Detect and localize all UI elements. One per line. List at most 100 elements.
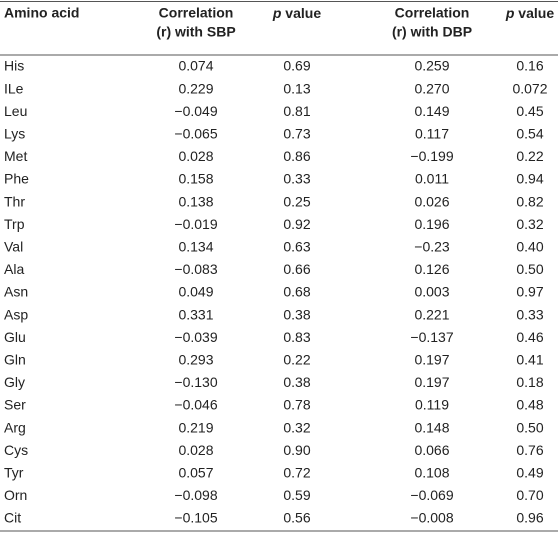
cell: 0.54 xyxy=(516,126,543,142)
cell: 0.90 xyxy=(283,442,310,458)
cell: 0.41 xyxy=(516,352,543,368)
cell: −0.098 xyxy=(174,487,217,503)
cell: 0.134 xyxy=(178,239,213,255)
cell: 0.76 xyxy=(516,442,543,458)
cell: 0.197 xyxy=(414,374,449,390)
cell: 0.78 xyxy=(283,397,310,413)
cell: 0.331 xyxy=(178,306,213,322)
row-label: Asp xyxy=(4,306,28,322)
header-cell: Correlation xyxy=(159,5,234,21)
row-label: Ser xyxy=(4,397,26,413)
row-label: Leu xyxy=(4,103,27,119)
header-cell: p value xyxy=(505,5,554,21)
cell: 0.68 xyxy=(283,284,310,300)
row-label: Cit xyxy=(4,510,21,526)
cell: 0.92 xyxy=(283,216,310,232)
row-label: Orn xyxy=(4,487,27,503)
header-part: value xyxy=(281,5,321,21)
row-label: Glu xyxy=(4,329,26,345)
cell: −0.083 xyxy=(174,261,217,277)
cell: 0.057 xyxy=(178,465,213,481)
cell: 0.270 xyxy=(414,80,449,96)
cell: 0.70 xyxy=(516,487,543,503)
row-label: Met xyxy=(4,148,27,164)
cell: 0.259 xyxy=(414,58,449,74)
cell: −0.039 xyxy=(174,329,217,345)
cell: −0.008 xyxy=(410,510,453,526)
cell: −0.065 xyxy=(174,126,217,142)
cell: 0.197 xyxy=(414,352,449,368)
cell: 0.293 xyxy=(178,352,213,368)
row-label: Phe xyxy=(4,171,29,187)
header-part: value xyxy=(514,5,554,21)
row-label: Arg xyxy=(4,419,26,435)
header-part: p xyxy=(272,5,282,21)
cell: 0.45 xyxy=(516,103,543,119)
cell: 0.49 xyxy=(516,465,543,481)
cell: 0.96 xyxy=(516,510,543,526)
header-cell: p value xyxy=(272,5,321,21)
cell: 0.69 xyxy=(283,58,310,74)
cell: 0.38 xyxy=(283,306,310,322)
row-label: Cys xyxy=(4,442,28,458)
cell: −0.23 xyxy=(414,239,450,255)
cell: 0.63 xyxy=(283,239,310,255)
cell: 0.221 xyxy=(414,306,449,322)
cell: −0.199 xyxy=(410,148,453,164)
cell: 0.72 xyxy=(283,465,310,481)
cell: 0.59 xyxy=(283,487,310,503)
header-cell: (r) with DBP xyxy=(392,24,472,40)
cell: 0.40 xyxy=(516,239,543,255)
row-label: Tyr xyxy=(4,465,24,481)
header-cell: Amino acid xyxy=(4,5,79,21)
cell: 0.149 xyxy=(414,103,449,119)
cell: 0.83 xyxy=(283,329,310,345)
cell: 0.22 xyxy=(283,352,310,368)
cell: 0.46 xyxy=(516,329,543,345)
cell: 0.82 xyxy=(516,193,543,209)
row-label: Lys xyxy=(4,126,25,142)
cell: −0.105 xyxy=(174,510,217,526)
cell: 0.108 xyxy=(414,465,449,481)
cell: 0.028 xyxy=(178,148,213,164)
cell: −0.137 xyxy=(410,329,453,345)
row-label: Trp xyxy=(4,216,25,232)
cell: 0.126 xyxy=(414,261,449,277)
cell: 0.074 xyxy=(178,58,213,74)
cell: 0.33 xyxy=(516,306,543,322)
cell: −0.019 xyxy=(174,216,217,232)
header-part: p xyxy=(505,5,515,21)
cell: 0.25 xyxy=(283,193,310,209)
cell: 0.148 xyxy=(414,419,449,435)
row-label: ILe xyxy=(4,80,24,96)
cell: 0.81 xyxy=(283,103,310,119)
row-label: Val xyxy=(4,239,23,255)
cell: −0.049 xyxy=(174,103,217,119)
header-cell: (r) with SBP xyxy=(156,24,235,40)
cell: 0.32 xyxy=(283,419,310,435)
cell: 0.94 xyxy=(516,171,543,187)
cell: 0.066 xyxy=(414,442,449,458)
cell: 0.22 xyxy=(516,148,543,164)
cell: 0.86 xyxy=(283,148,310,164)
cell: 0.48 xyxy=(516,397,543,413)
row-label: Ala xyxy=(4,261,24,277)
cell: 0.16 xyxy=(516,58,543,74)
cell: 0.219 xyxy=(178,419,213,435)
header-cell: Correlation xyxy=(395,5,470,21)
cell: 0.56 xyxy=(283,510,310,526)
cell: 0.13 xyxy=(283,80,310,96)
cell: 0.50 xyxy=(516,261,543,277)
cell: 0.072 xyxy=(512,80,547,96)
cell: 0.32 xyxy=(516,216,543,232)
cell: 0.011 xyxy=(415,171,449,187)
cell: 0.026 xyxy=(414,193,449,209)
cell: 0.028 xyxy=(178,442,213,458)
cell: 0.003 xyxy=(414,284,449,300)
cell: −0.069 xyxy=(410,487,453,503)
row-label: His xyxy=(4,58,24,74)
cell: 0.50 xyxy=(516,419,543,435)
cell: −0.046 xyxy=(174,397,217,413)
